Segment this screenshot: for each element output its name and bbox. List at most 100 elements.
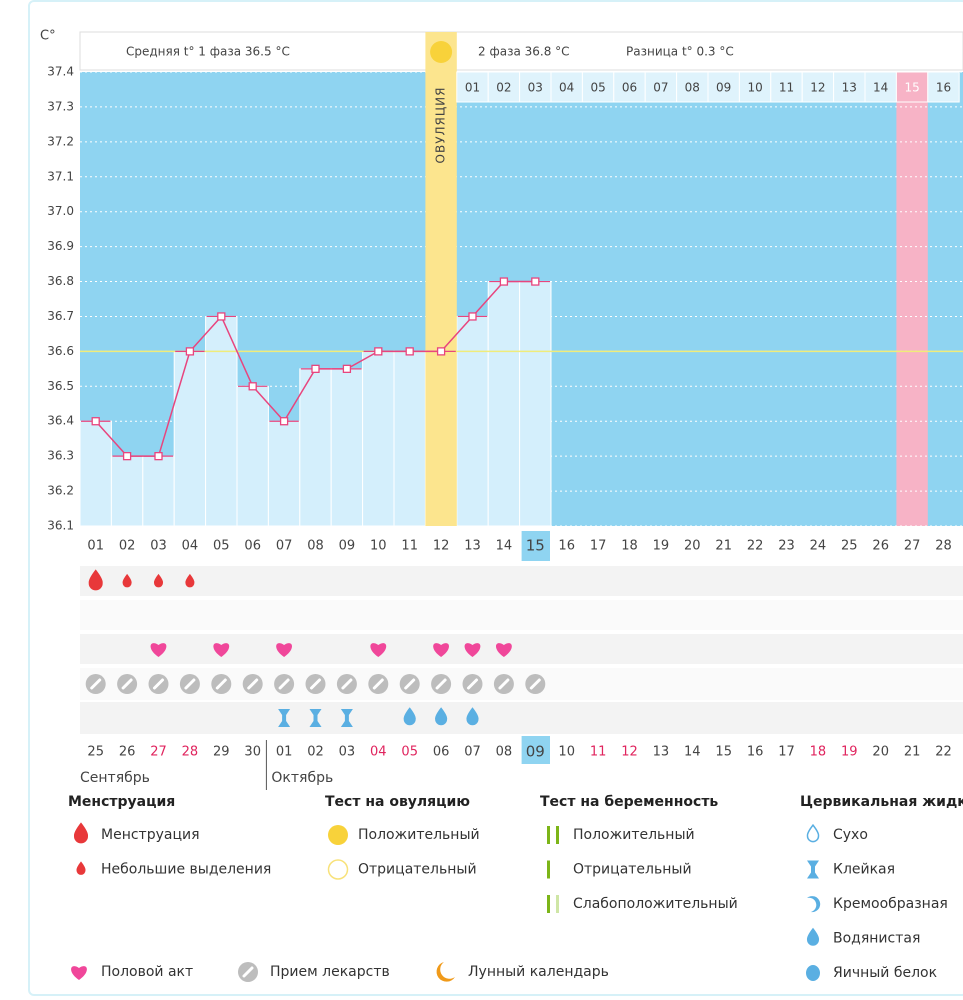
legend-title: Тест на овуляцию <box>325 794 470 810</box>
pill-slash <box>215 678 227 690</box>
heart-icon <box>370 643 387 657</box>
pill-slash <box>372 678 384 690</box>
cycle-day-label: 08 <box>307 539 324 554</box>
temperature-point <box>185 347 195 356</box>
temperature-point <box>217 312 226 321</box>
sticky-icon <box>309 709 322 727</box>
phase2-day-cell <box>927 71 960 103</box>
date-label: 04 <box>370 745 387 760</box>
temperature-point <box>91 417 100 426</box>
drop-icon <box>403 707 416 726</box>
date-label: 10 <box>558 745 575 760</box>
bar <box>519 281 552 527</box>
cycle-day-label: 09 <box>339 539 356 554</box>
phase2-day-label: 16 <box>936 81 951 95</box>
phase2-day-label: 06 <box>622 81 637 95</box>
pill-slash <box>341 678 353 690</box>
date-label: 06 <box>433 745 450 760</box>
cycle-day-label: 22 <box>747 539 764 554</box>
phase2-day-cell <box>644 71 678 103</box>
cycle-day-label: 04 <box>182 539 199 554</box>
phase2-day-cell <box>833 71 866 103</box>
bar <box>142 455 175 527</box>
marker-row <box>80 702 963 734</box>
phase2-day-label: 08 <box>685 81 700 95</box>
y-tick-label: 37.3 <box>47 99 74 113</box>
ovulation-column <box>425 32 457 526</box>
cycle-day-label: 26 <box>872 539 889 554</box>
drop-icon <box>185 573 195 588</box>
moon-icon <box>436 962 455 982</box>
y-tick-label: 36.9 <box>47 239 74 253</box>
legend-title: Цервикальная жидкость <box>800 794 963 810</box>
bar <box>330 368 364 527</box>
heart-icon <box>150 643 167 657</box>
phase2-day-label: 10 <box>747 81 762 95</box>
month-label: Октябрь <box>271 770 333 786</box>
cycle-day-label: 06 <box>244 539 261 554</box>
bar <box>110 455 144 527</box>
bar <box>362 350 395 527</box>
date-label: 08 <box>496 745 513 760</box>
drop-icon <box>466 707 479 726</box>
phase2-day-label: 12 <box>810 81 825 95</box>
date-label: 18 <box>810 745 827 760</box>
phase2-day-label: 14 <box>873 81 888 95</box>
date-label: 19 <box>841 745 858 760</box>
legend-label: Половой акт <box>101 964 193 980</box>
y-tick-label: 37.0 <box>47 204 74 218</box>
phase2-day-cell <box>895 71 929 103</box>
date-label: 01 <box>276 745 293 760</box>
creamy-icon <box>807 896 821 913</box>
temperature-point <box>499 277 509 286</box>
bar <box>267 420 301 527</box>
cycle-day-label: 05 <box>213 539 230 554</box>
date-label: 17 <box>778 745 795 760</box>
phase2-day-cell <box>801 71 835 103</box>
y-unit: C° <box>40 29 56 44</box>
legend-label: Менструация <box>101 827 200 843</box>
date-label: 16 <box>747 745 764 760</box>
highlight-column <box>896 72 928 526</box>
date-label: 09 <box>526 743 545 761</box>
legend-title: Тест на беременность <box>540 794 718 810</box>
phase2-day-cell <box>550 71 583 103</box>
date-label: 02 <box>307 745 324 760</box>
heart-icon <box>464 643 481 657</box>
temperature-point <box>311 364 320 373</box>
legend-label: Водянистая <box>833 931 920 947</box>
date-label: 12 <box>621 745 638 760</box>
phase1-summary: Средняя t° 1 фаза 36.5 °C <box>126 45 290 59</box>
drop-icon <box>806 823 820 843</box>
y-tick-label: 36.7 <box>47 309 74 323</box>
phase2-day-label: 01 <box>465 81 480 95</box>
pill-slash <box>90 678 102 690</box>
date-label: 28 <box>182 745 199 760</box>
legend-title: Менструация <box>68 794 175 810</box>
drop-icon <box>73 822 89 844</box>
cycle-day-label: 27 <box>904 539 921 554</box>
phase2-day-label: 03 <box>528 81 543 95</box>
date-label: 03 <box>339 745 356 760</box>
date-label: 21 <box>904 745 921 760</box>
date-label: 30 <box>244 745 261 760</box>
heart-icon <box>495 643 512 657</box>
legend-label: Клейкая <box>833 862 895 878</box>
y-tick-label: 37.4 <box>47 65 74 79</box>
phase2-day-cell <box>581 71 615 103</box>
temperature-point <box>122 452 132 461</box>
ovulation-positive-icon <box>328 825 348 845</box>
y-tick-label: 36.6 <box>47 344 74 358</box>
date-label: 27 <box>150 745 167 760</box>
temperature-point <box>279 417 289 426</box>
pill-slash <box>184 678 196 690</box>
phase2-day-cell <box>676 71 709 103</box>
cycle-day-label: 28 <box>935 539 952 554</box>
egg-icon <box>806 965 820 981</box>
legend-label: Слабоположительный <box>573 896 738 912</box>
cycle-day-label: 20 <box>684 539 701 554</box>
phase2-day-cell <box>738 71 772 103</box>
heart-icon <box>276 643 293 657</box>
phase2-day-label: 07 <box>653 81 668 95</box>
phase2-day-label: 13 <box>842 81 857 95</box>
